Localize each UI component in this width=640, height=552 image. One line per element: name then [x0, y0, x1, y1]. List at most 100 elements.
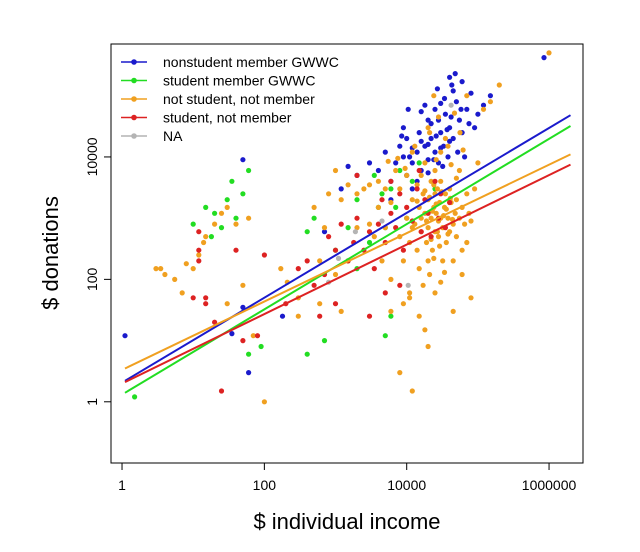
- point-not-student-not-member: [422, 327, 428, 333]
- point-na: [379, 218, 385, 224]
- point-not-student-not-member: [326, 191, 332, 197]
- point-not-student-not-member: [379, 258, 385, 264]
- point-not-student-not-member: [480, 106, 487, 112]
- point-nonstudent-member-gwwc: [279, 313, 286, 319]
- point-not-student-not-member: [196, 252, 202, 258]
- point-not-student-not-member: [434, 186, 440, 192]
- point-not-student-not-member: [371, 234, 377, 240]
- point-not-student-not-member: [261, 399, 267, 405]
- point-student-not-member: [400, 247, 406, 253]
- point-nonstudent-member-gwwc: [462, 154, 468, 160]
- point-nonstudent-member-gwwc: [240, 157, 246, 163]
- point-not-student-not-member: [345, 182, 351, 188]
- point-not-student-not-member: [295, 313, 301, 319]
- point-student-not-member: [317, 313, 323, 319]
- point-not-student-not-member: [472, 186, 478, 192]
- point-not-student-not-member: [224, 204, 230, 210]
- y-tick-label: 1: [84, 398, 100, 406]
- point-nonstudent-member-gwwc: [397, 143, 403, 149]
- point-na: [335, 255, 342, 261]
- point-student-not-member: [190, 295, 196, 301]
- point-not-student-not-member: [422, 188, 428, 194]
- point-student-not-member: [397, 282, 403, 288]
- point-nonstudent-member-gwwc: [321, 229, 328, 235]
- point-not-student-not-member: [388, 308, 394, 314]
- point-not-student-not-member: [437, 243, 443, 249]
- point-not-student-not-member: [496, 82, 502, 88]
- point-nonstudent-member-gwwc: [447, 74, 453, 80]
- point-student-member-gwwc: [203, 204, 209, 210]
- point-not-student-not-member: [233, 221, 239, 227]
- point-nonstudent-member-gwwc: [428, 135, 434, 142]
- point-not-student-not-member: [438, 279, 444, 285]
- point-student-member-gwwc: [379, 191, 385, 197]
- point-not-student-not-member: [452, 210, 458, 216]
- point-student-member-gwwc: [246, 167, 252, 174]
- point-not-student-not-member: [468, 218, 474, 224]
- point-student-not-member: [332, 301, 339, 307]
- point-nonstudent-member-gwwc: [399, 133, 405, 139]
- point-student-member-gwwc: [233, 215, 239, 221]
- point-not-student-not-member: [451, 110, 458, 116]
- point-student-member-gwwc: [224, 197, 230, 203]
- point-nonstudent-member-gwwc: [434, 86, 440, 92]
- point-not-student-not-member: [224, 301, 230, 307]
- point-not-student-not-member: [183, 261, 189, 267]
- point-nonstudent-member-gwwc: [475, 111, 481, 117]
- point-not-student-not-member: [332, 271, 339, 278]
- point-not-student-not-member: [429, 247, 435, 253]
- point-student-member-gwwc: [218, 225, 225, 231]
- point-nonstudent-member-gwwc: [418, 109, 424, 115]
- point-student-member-gwwc: [416, 160, 422, 166]
- point-nonstudent-member-gwwc: [404, 135, 410, 142]
- point-nonstudent-member-gwwc: [414, 149, 420, 155]
- point-nonstudent-member-gwwc: [472, 125, 478, 131]
- point-nonstudent-member-gwwc: [432, 106, 438, 112]
- point-not-student-not-member: [433, 157, 439, 163]
- legend-swatch-dot-student-not-member: [131, 114, 137, 121]
- point-student-not-member: [418, 229, 424, 235]
- legend-label-student-member-gwwc: student member GWWC: [163, 73, 315, 89]
- point-not-student-not-member: [172, 276, 178, 282]
- point-student-not-member: [371, 266, 377, 272]
- point-not-student-not-member: [317, 301, 323, 307]
- point-student-not-member: [428, 234, 434, 240]
- point-not-student-not-member: [435, 234, 442, 240]
- point-student-member-gwwc: [229, 178, 235, 184]
- point-nonstudent-member-gwwc: [441, 95, 448, 102]
- point-not-student-not-member: [416, 313, 422, 319]
- point-not-student-not-member: [475, 160, 481, 166]
- point-not-student-not-member: [438, 178, 444, 184]
- point-nonstudent-member-gwwc: [425, 117, 431, 123]
- point-not-student-not-member: [311, 204, 317, 210]
- point-not-student-not-member: [412, 143, 418, 149]
- point-not-student-not-member: [450, 258, 456, 264]
- point-nonstudent-member-gwwc: [438, 130, 444, 136]
- point-not-student-not-member: [432, 167, 438, 174]
- point-not-student-not-member: [459, 247, 465, 253]
- point-student-member-gwwc: [208, 234, 214, 240]
- point-not-student-not-member: [190, 266, 196, 272]
- point-nonstudent-member-gwwc: [452, 71, 458, 77]
- x-tick-label: 10000: [387, 477, 426, 493]
- point-not-student-not-member: [397, 186, 403, 192]
- trend-line-nonstudent-member-gwwc: [124, 114, 572, 382]
- point-not-student-not-member: [445, 215, 451, 221]
- point-student-member-gwwc: [409, 178, 415, 184]
- point-student-not-member: [304, 258, 310, 264]
- point-student-not-member: [203, 301, 209, 307]
- point-student-member-gwwc: [212, 210, 218, 216]
- point-nonstudent-member-gwwc: [366, 160, 373, 166]
- point-not-student-not-member: [402, 165, 408, 171]
- point-nonstudent-member-gwwc: [425, 141, 431, 147]
- point-not-student-not-member: [438, 149, 444, 155]
- point-student-not-member: [382, 290, 388, 296]
- point-nonstudent-member-gwwc: [433, 133, 439, 139]
- point-nonstudent-member-gwwc: [466, 121, 472, 127]
- point-student-member-gwwc: [321, 338, 328, 344]
- point-not-student-not-member: [366, 221, 373, 227]
- point-student-not-member: [295, 266, 301, 272]
- point-not-student-not-member: [400, 258, 406, 264]
- point-not-student-not-member: [468, 295, 474, 301]
- point-not-student-not-member: [388, 199, 394, 206]
